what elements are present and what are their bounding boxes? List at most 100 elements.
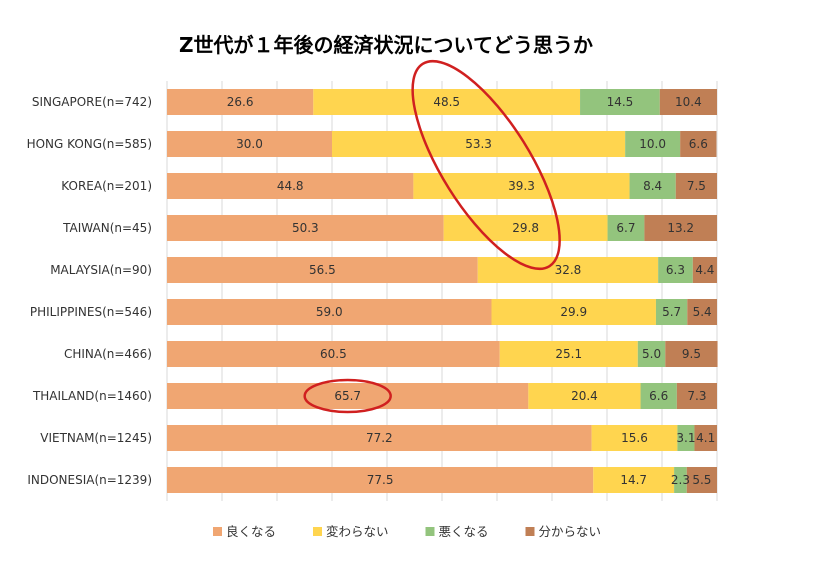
bar-segment — [675, 173, 717, 199]
legend-label: 良くなる — [226, 524, 276, 539]
data-label: 14.7 — [620, 473, 647, 487]
bar-segment — [665, 341, 718, 367]
value-labels: 26.6 48.5 14.5 10.4 30.0 53.3 10.0 6.6 44.8 39.3 8… — [227, 95, 715, 487]
data-label: 10.0 — [639, 137, 666, 151]
highlight-ellipse — [411, 59, 561, 271]
category-label: THAILAND(n=1460) — [32, 389, 152, 403]
data-label: 56.5 — [309, 263, 336, 277]
data-label: 2.3 — [671, 473, 690, 487]
category-label: MALAYSIA(n=90) — [50, 263, 152, 277]
category-label: VIETNAM(n=1245) — [40, 431, 152, 445]
bar-segment — [677, 425, 695, 451]
data-label: 5.4 — [693, 305, 712, 319]
data-label: 7.3 — [687, 389, 706, 403]
bar-segment — [658, 257, 693, 283]
category-labels: SINGAPORE(n=742) HONG KONG(n=585) KOREA(n=… — [27, 95, 152, 487]
data-label: 60.5 — [320, 347, 347, 361]
data-label: 6.6 — [689, 137, 708, 151]
data-label: 32.8 — [555, 263, 582, 277]
bar-segment — [167, 383, 529, 409]
category-label: CHINA(n=466) — [64, 347, 152, 361]
bar-segment — [680, 131, 717, 157]
data-label: 30.0 — [236, 137, 263, 151]
data-label: 6.6 — [649, 389, 668, 403]
category-label: SINGAPORE(n=742) — [32, 95, 152, 109]
bar-segment — [687, 299, 717, 325]
data-label: 5.7 — [662, 305, 681, 319]
chart-title: Z世代が１年後の経済状況についてどう思うか — [179, 33, 593, 57]
legend-label: 悪くなる — [439, 524, 489, 539]
bar-segment — [313, 89, 581, 115]
bar-segment — [637, 341, 666, 367]
legend-label: 分からない — [539, 524, 602, 539]
bar-segment — [694, 425, 717, 451]
data-label: 3.1 — [676, 431, 695, 445]
data-label: 53.3 — [465, 137, 492, 151]
annotations — [303, 59, 561, 414]
legend-swatch — [425, 527, 435, 536]
data-label: 48.5 — [433, 95, 460, 109]
bar-segment — [655, 299, 688, 325]
bar-segment — [499, 341, 638, 367]
data-label: 77.2 — [366, 431, 393, 445]
data-label: 6.7 — [616, 221, 635, 235]
bar-segment — [167, 257, 478, 283]
data-label: 29.8 — [512, 221, 539, 235]
data-label: 8.4 — [643, 179, 662, 193]
data-label: 9.5 — [682, 347, 701, 361]
data-label: 26.6 — [227, 95, 254, 109]
data-label: 15.6 — [621, 431, 648, 445]
bar-segment — [477, 257, 659, 283]
data-label: 4.1 — [696, 431, 715, 445]
bar-segment — [167, 173, 414, 199]
data-label: 44.8 — [277, 179, 304, 193]
category-label: INDONESIA(n=1239) — [27, 473, 152, 487]
bar-segment — [167, 467, 594, 493]
data-label: 7.5 — [687, 179, 706, 193]
data-label: 50.3 — [292, 221, 319, 235]
data-label: 5.0 — [642, 347, 661, 361]
bar-segment — [167, 89, 314, 115]
bar-segment — [167, 425, 592, 451]
bar-segment — [167, 215, 444, 241]
category-label: HONG KONG(n=585) — [27, 137, 152, 151]
bar-segment — [686, 467, 717, 493]
bar-segment — [528, 383, 641, 409]
bar-segment — [644, 215, 717, 241]
bar-segment — [167, 341, 500, 367]
data-label: 10.4 — [675, 95, 702, 109]
bar-segment — [674, 467, 687, 493]
bar-segment — [607, 215, 645, 241]
category-label: PHILIPPINES(n=546) — [30, 305, 152, 319]
data-label: 14.5 — [607, 95, 634, 109]
data-label: 65.7 — [334, 389, 361, 403]
legend: 良くなる 変わらない 悪くなる 分からない — [213, 524, 601, 539]
bar-segment — [167, 299, 492, 325]
bar-segment — [625, 131, 681, 157]
data-label: 5.5 — [692, 473, 711, 487]
data-label: 77.5 — [367, 473, 394, 487]
data-label: 4.4 — [695, 263, 714, 277]
bar-segment — [659, 89, 717, 115]
bar-segment — [167, 131, 332, 157]
highlight-ellipse — [303, 378, 392, 414]
legend-swatch — [313, 527, 322, 536]
legend-swatch — [213, 527, 222, 536]
data-label: 20.4 — [571, 389, 598, 403]
data-label: 6.3 — [666, 263, 685, 277]
data-label: 59.0 — [316, 305, 343, 319]
bar-segment — [640, 383, 677, 409]
bar-segment — [593, 467, 675, 493]
data-label: 29.9 — [560, 305, 587, 319]
bar-segment — [676, 383, 717, 409]
bar-segment — [580, 89, 660, 115]
category-label: TAIWAN(n=45) — [62, 221, 152, 235]
bars — [167, 89, 718, 493]
data-label: 13.2 — [667, 221, 694, 235]
bar-segment — [629, 173, 676, 199]
category-label: KOREA(n=201) — [61, 179, 152, 193]
legend-swatch — [525, 527, 535, 536]
legend-label: 変わらない — [326, 524, 389, 539]
data-label: 25.1 — [555, 347, 582, 361]
